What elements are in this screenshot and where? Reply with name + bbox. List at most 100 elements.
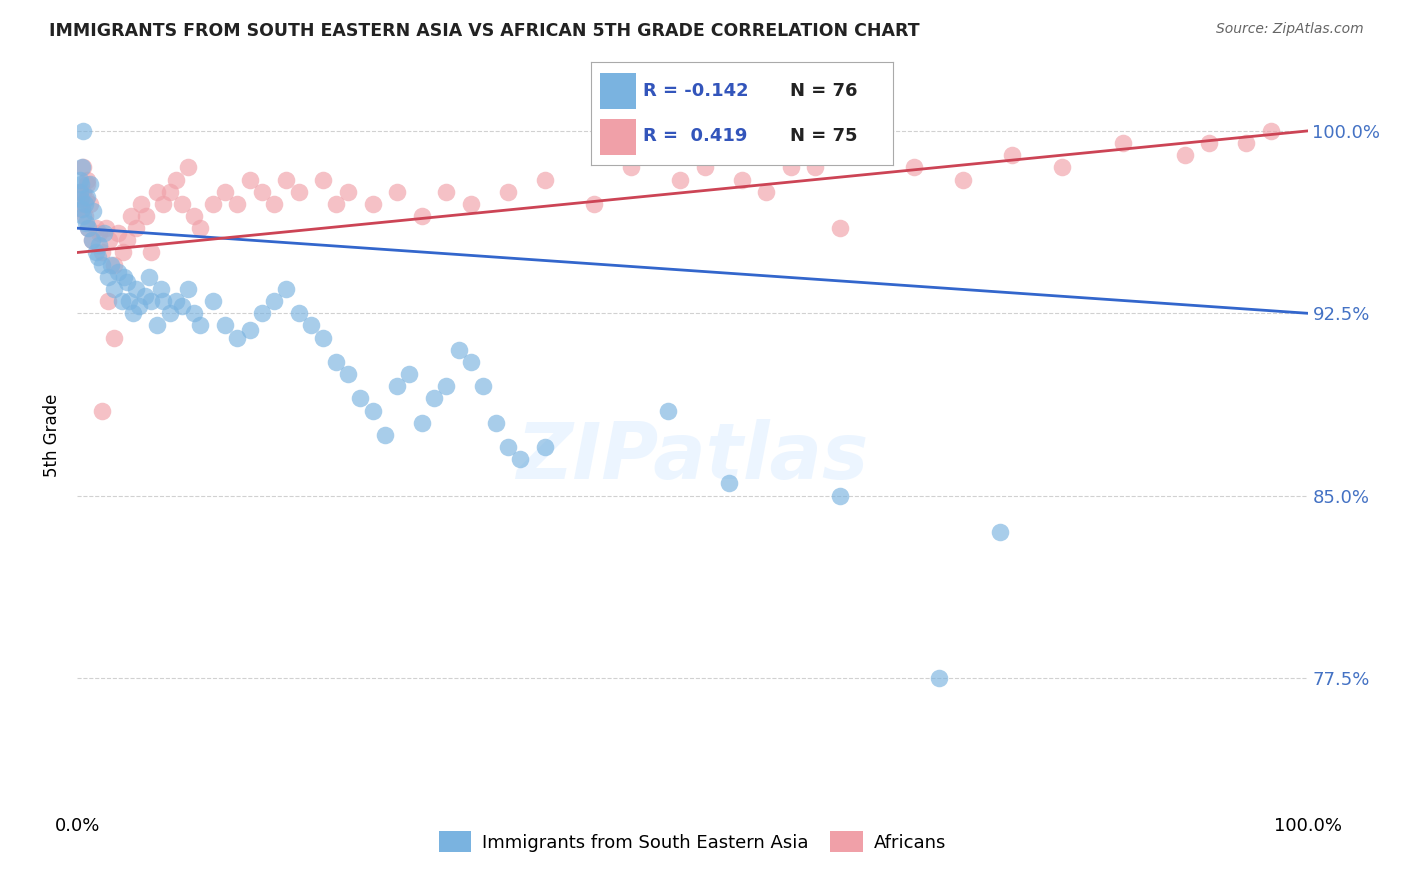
Point — [620, 161, 643, 175]
Point — [583, 197, 606, 211]
Point — [70, 197, 93, 211]
Point — [693, 161, 716, 175]
Point — [226, 330, 249, 344]
Point — [534, 172, 557, 186]
Point — [121, 209, 143, 223]
Point — [72, 124, 94, 138]
Point — [134, 289, 156, 303]
Point — [79, 178, 101, 192]
Point — [263, 197, 285, 211]
Point — [374, 427, 396, 442]
Point — [76, 178, 98, 192]
Point — [214, 318, 236, 333]
Text: R =  0.419: R = 0.419 — [644, 127, 748, 145]
Point — [250, 185, 273, 199]
Point — [150, 282, 173, 296]
Point — [361, 197, 384, 211]
Point — [118, 294, 141, 309]
Point — [111, 294, 132, 309]
Point — [188, 318, 212, 333]
Point — [239, 172, 262, 186]
Point — [952, 172, 974, 186]
Point — [82, 204, 104, 219]
Point — [170, 299, 193, 313]
Point — [72, 185, 94, 199]
Point — [82, 233, 104, 247]
Point — [436, 185, 458, 199]
Point — [75, 216, 97, 230]
Point — [398, 367, 420, 381]
Point — [135, 209, 157, 223]
Point — [89, 226, 111, 240]
Point — [84, 245, 107, 260]
Point — [509, 452, 531, 467]
Point — [1174, 148, 1197, 162]
Point — [349, 392, 371, 406]
Point — [159, 185, 181, 199]
Point — [165, 172, 187, 186]
Legend: Immigrants from South Eastern Asia, Africans: Immigrants from South Eastern Asia, Afri… — [432, 824, 953, 859]
Point — [1260, 124, 1282, 138]
Point — [72, 209, 94, 223]
Point — [73, 197, 96, 211]
Point — [657, 403, 679, 417]
Point — [276, 172, 298, 186]
Point — [76, 189, 98, 203]
Point — [72, 161, 94, 175]
Point — [98, 233, 121, 247]
Point — [731, 172, 754, 186]
Point — [75, 192, 97, 206]
Point — [177, 282, 200, 296]
Point — [103, 282, 125, 296]
Point — [830, 221, 852, 235]
Point — [97, 269, 120, 284]
Bar — [599, 119, 636, 155]
Point — [718, 476, 741, 491]
Point — [804, 161, 827, 175]
Point — [337, 185, 360, 199]
Point — [1198, 136, 1220, 150]
Point — [411, 416, 433, 430]
Point — [146, 185, 169, 199]
Text: Source: ZipAtlas.com: Source: ZipAtlas.com — [1216, 22, 1364, 37]
Point — [1001, 148, 1024, 162]
Point — [447, 343, 470, 357]
Point — [1112, 136, 1135, 150]
Point — [115, 275, 138, 289]
Point — [152, 197, 174, 211]
Y-axis label: 5th Grade: 5th Grade — [44, 393, 62, 476]
Text: N = 75: N = 75 — [790, 127, 858, 145]
Point — [436, 379, 458, 393]
Point — [830, 489, 852, 503]
Point — [250, 306, 273, 320]
Point — [669, 172, 692, 186]
Point — [276, 282, 298, 296]
Point — [69, 185, 91, 199]
Point — [165, 294, 187, 309]
Point — [100, 258, 122, 272]
Point — [325, 355, 347, 369]
Point — [337, 367, 360, 381]
Point — [780, 161, 803, 175]
Point — [312, 172, 335, 186]
Point — [988, 525, 1011, 540]
Text: IMMIGRANTS FROM SOUTH EASTERN ASIA VS AFRICAN 5TH GRADE CORRELATION CHART: IMMIGRANTS FROM SOUTH EASTERN ASIA VS AF… — [49, 22, 920, 40]
Point — [201, 197, 224, 211]
Point — [288, 306, 311, 320]
Point — [177, 161, 200, 175]
Point — [214, 185, 236, 199]
Point — [385, 379, 409, 393]
Point — [94, 221, 117, 235]
Point — [77, 221, 100, 235]
Point — [534, 440, 557, 454]
Point — [263, 294, 285, 309]
Point — [188, 221, 212, 235]
Point — [69, 172, 91, 186]
Point — [755, 185, 778, 199]
Point — [90, 258, 114, 272]
Point — [201, 294, 224, 309]
Point — [288, 185, 311, 199]
Point — [299, 318, 322, 333]
Point — [141, 294, 163, 309]
Point — [76, 172, 98, 186]
